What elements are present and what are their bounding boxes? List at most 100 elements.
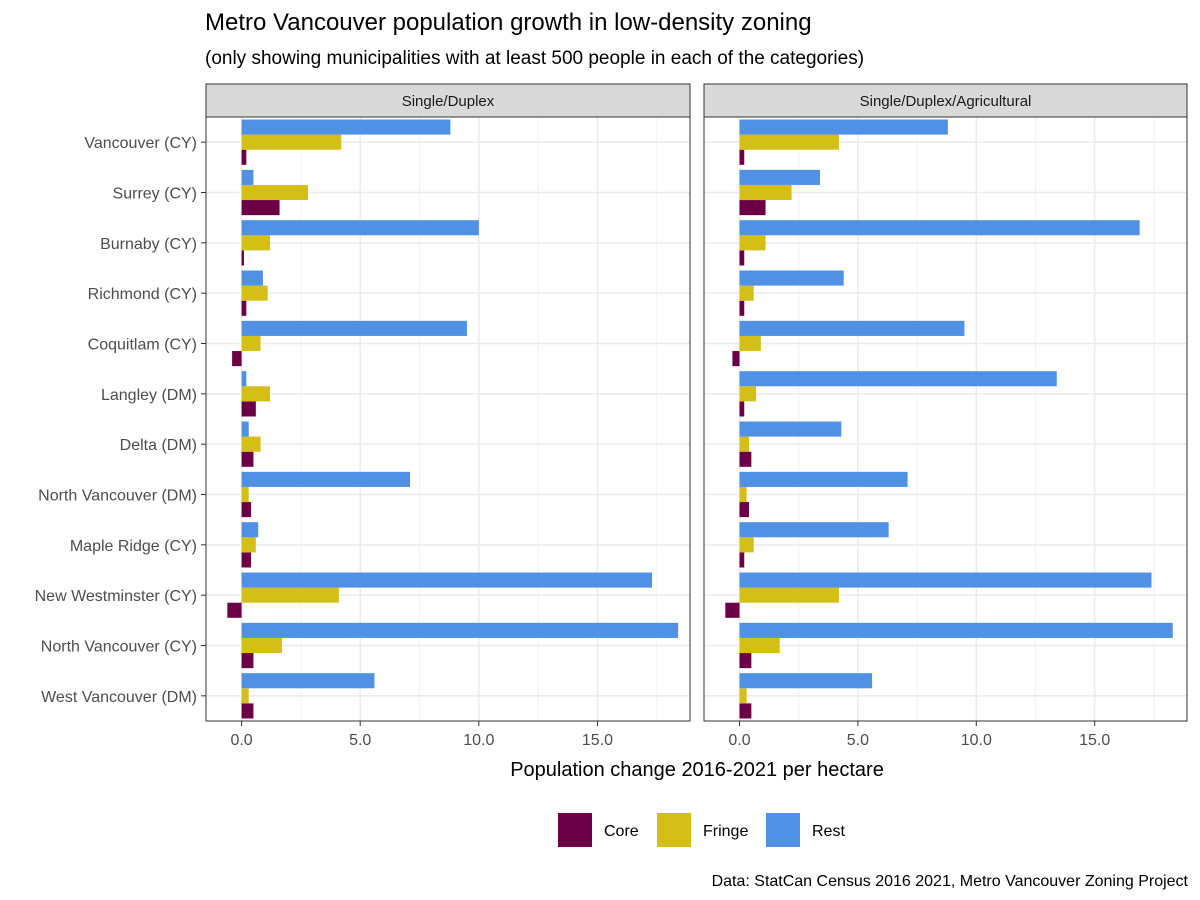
chart-title: Metro Vancouver population growth in low… bbox=[205, 9, 812, 36]
x-tick-label: 0.0 bbox=[728, 732, 750, 749]
bar-fringe-vancouver-cy bbox=[739, 134, 839, 150]
bar-rest-richmond-cy bbox=[241, 270, 263, 286]
legend-key-fringe bbox=[657, 813, 691, 847]
bar-fringe-maple-ridge-cy bbox=[739, 537, 754, 553]
bar-fringe-surrey-cy bbox=[241, 184, 309, 201]
bar-fringe-north-vancouver-dm bbox=[739, 486, 747, 503]
legend-key-rest bbox=[766, 813, 800, 847]
bar-rest-langley-dm bbox=[739, 371, 1057, 387]
y-tick-label-new-westminster-cy: New Westminster (CY) bbox=[35, 588, 197, 605]
bar-core-north-vancouver-dm bbox=[241, 502, 252, 518]
bar-core-new-westminster-cy bbox=[725, 602, 740, 618]
bar-core-north-vancouver-cy bbox=[739, 653, 752, 669]
bar-rest-west-vancouver-dm bbox=[241, 673, 375, 689]
bar-fringe-surrey-cy bbox=[739, 184, 792, 201]
bar-core-richmond-cy bbox=[739, 300, 745, 316]
panel-border bbox=[205, 116, 691, 722]
bar-core-west-vancouver-dm bbox=[241, 703, 254, 719]
bar-rest-surrey-cy bbox=[241, 169, 254, 185]
bar-fringe-richmond-cy bbox=[739, 285, 754, 301]
bar-core-new-westminster-cy bbox=[227, 602, 242, 618]
legend-key-core bbox=[558, 813, 592, 847]
bar-core-vancouver-cy bbox=[241, 149, 247, 165]
y-tick-label-delta-dm: Delta (DM) bbox=[120, 437, 197, 454]
x-tick-label: 10.0 bbox=[961, 732, 992, 749]
bar-fringe-langley-dm bbox=[241, 386, 271, 402]
bar-rest-surrey-cy bbox=[739, 169, 821, 185]
bar-rest-vancouver-cy bbox=[241, 119, 451, 135]
legend-label-rest: Rest bbox=[812, 823, 845, 840]
grid bbox=[704, 117, 1187, 721]
y-tick-label-surrey-cy: Surrey (CY) bbox=[113, 186, 197, 203]
bar-core-delta-dm bbox=[241, 451, 254, 467]
y-tick-label-north-vancouver-dm: North Vancouver (DM) bbox=[38, 488, 197, 505]
bar-rest-vancouver-cy bbox=[739, 119, 948, 135]
bar-core-vancouver-cy bbox=[739, 149, 745, 165]
x-tick-label: 5.0 bbox=[349, 732, 371, 749]
bar-fringe-vancouver-cy bbox=[241, 134, 342, 150]
x-axis: 0.0 5.0 10.0 15.0 bbox=[728, 721, 1110, 749]
bar-fringe-burnaby-cy bbox=[241, 235, 271, 251]
panel-strip bbox=[703, 83, 1188, 118]
legend-label-core: Core bbox=[604, 823, 639, 840]
bar-core-west-vancouver-dm bbox=[739, 703, 752, 719]
bars bbox=[227, 119, 679, 719]
bar-rest-delta-dm bbox=[241, 421, 249, 437]
bar-core-burnaby-cy bbox=[241, 250, 244, 266]
x-tick-label: 10.0 bbox=[463, 732, 494, 749]
panel-border bbox=[703, 116, 1188, 722]
panel-background bbox=[206, 117, 690, 721]
caption: Data: StatCan Census 2016 2021, Metro Va… bbox=[712, 873, 1189, 890]
bar-rest-west-vancouver-dm bbox=[739, 673, 873, 689]
y-tick-label-west-vancouver-dm: West Vancouver (DM) bbox=[41, 689, 197, 706]
bar-rest-richmond-cy bbox=[739, 270, 844, 286]
bar-fringe-richmond-cy bbox=[241, 285, 268, 301]
bar-fringe-burnaby-cy bbox=[739, 235, 766, 251]
x-axis: 0.0 5.0 10.0 15.0 bbox=[230, 721, 613, 749]
bar-core-north-vancouver-dm bbox=[739, 502, 749, 518]
panel-background bbox=[704, 117, 1187, 721]
bar-fringe-north-vancouver-cy bbox=[241, 637, 282, 654]
bar-core-surrey-cy bbox=[739, 200, 766, 216]
bar-core-maple-ridge-cy bbox=[739, 552, 745, 568]
y-tick-label-maple-ridge-cy: Maple Ridge (CY) bbox=[70, 538, 197, 555]
bar-rest-langley-dm bbox=[241, 371, 247, 387]
bar-rest-maple-ridge-cy bbox=[241, 522, 259, 538]
bar-core-langley-dm bbox=[739, 401, 745, 417]
y-tick-label-richmond-cy: Richmond (CY) bbox=[88, 286, 197, 303]
bar-core-delta-dm bbox=[739, 451, 752, 467]
bar-rest-burnaby-cy bbox=[241, 220, 479, 236]
y-tick-label-langley-dm: Langley (DM) bbox=[101, 387, 197, 404]
bar-core-maple-ridge-cy bbox=[241, 552, 252, 568]
bar-fringe-west-vancouver-dm bbox=[739, 688, 747, 704]
bar-fringe-new-westminster-cy bbox=[739, 587, 839, 603]
bars bbox=[725, 119, 1173, 719]
legend-label-fringe: Fringe bbox=[703, 823, 748, 840]
x-tick-label: 0.0 bbox=[230, 732, 252, 749]
bar-fringe-coquitlam-cy bbox=[739, 335, 761, 352]
bar-rest-north-vancouver-dm bbox=[241, 471, 411, 487]
bar-fringe-north-vancouver-cy bbox=[739, 637, 780, 654]
bar-fringe-maple-ridge-cy bbox=[241, 537, 256, 553]
bar-rest-new-westminster-cy bbox=[241, 572, 653, 588]
bar-rest-new-westminster-cy bbox=[739, 572, 1152, 588]
bar-core-coquitlam-cy bbox=[732, 351, 740, 367]
bar-rest-north-vancouver-dm bbox=[739, 471, 908, 487]
x-tick-label: 15.0 bbox=[1079, 732, 1110, 749]
bar-core-coquitlam-cy bbox=[232, 351, 242, 367]
bar-fringe-delta-dm bbox=[241, 436, 261, 452]
y-tick-label-coquitlam-cy: Coquitlam (CY) bbox=[88, 337, 197, 354]
bar-rest-north-vancouver-cy bbox=[241, 622, 679, 638]
x-tick-label: 5.0 bbox=[847, 732, 869, 749]
y-tick-label-burnaby-cy: Burnaby (CY) bbox=[100, 236, 197, 253]
x-tick-label: 15.0 bbox=[582, 732, 613, 749]
bar-fringe-langley-dm bbox=[739, 386, 757, 402]
category-labels: Vancouver (CY) Surrey (CY) Burnaby (CY) Ric… bbox=[35, 135, 206, 706]
chart-subtitle: (only showing municipalities with at lea… bbox=[205, 48, 864, 69]
bar-rest-maple-ridge-cy bbox=[739, 522, 889, 538]
x-axis-title: Population change 2016-2021 per hectare bbox=[510, 759, 884, 781]
bar-fringe-north-vancouver-dm bbox=[241, 486, 249, 503]
panel-strip-label: Single/Duplex/Agricultural bbox=[860, 93, 1032, 110]
